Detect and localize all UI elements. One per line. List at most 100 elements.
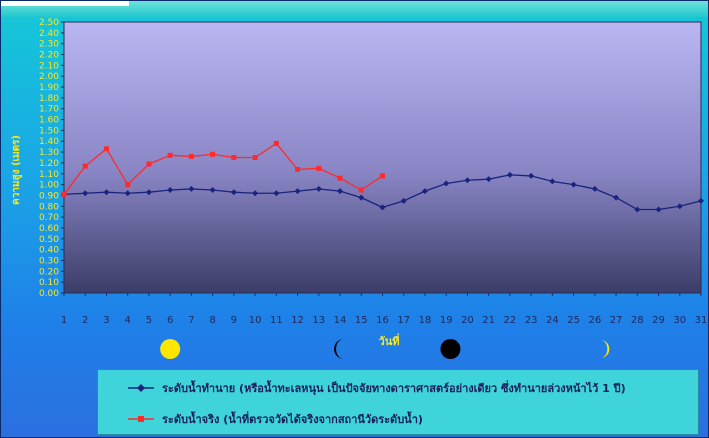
x-tick-label: 12: [291, 315, 304, 326]
data-point-actual: [125, 182, 131, 188]
y-tick-label: 0.30: [39, 256, 59, 266]
data-point-actual: [316, 165, 322, 171]
legend-entry-predicted: ระดับน้ำทำนาย (หรือน้ำทะเลหนุน เป็นปัจจั…: [128, 379, 626, 397]
data-point-predicted: [145, 189, 152, 196]
data-point-predicted: [464, 177, 471, 184]
data-point-actual: [273, 140, 279, 146]
moon-phases: [160, 339, 610, 359]
data-point-actual: [210, 151, 216, 157]
y-tick-label: 0.60: [39, 224, 59, 234]
data-point-predicted: [103, 189, 110, 196]
y-tick-label: 0.40: [39, 246, 59, 256]
data-point-predicted: [698, 197, 704, 204]
y-tick-label: 0.70: [39, 213, 59, 223]
x-tick-label: 3: [103, 315, 109, 326]
x-tick-label: 24: [546, 315, 559, 326]
x-tick-label: 26: [588, 315, 601, 326]
y-tick-label: 2.20: [39, 51, 59, 61]
data-point-predicted: [124, 190, 131, 197]
x-tick-label: 28: [631, 315, 644, 326]
y-tick-label: 0.80: [39, 202, 59, 212]
data-point-actual: [337, 175, 343, 181]
data-point-actual: [146, 161, 152, 167]
data-point-actual: [231, 155, 237, 160]
y-tick-label: 1.70: [39, 105, 59, 115]
x-tick-label: 22: [504, 315, 517, 326]
x-tick-label: 27: [610, 315, 623, 326]
top-corner-label: [1, 1, 129, 6]
data-point-predicted: [167, 187, 174, 194]
data-point-predicted: [315, 185, 322, 192]
top-band: [1, 1, 708, 17]
x-tick-label: 23: [525, 315, 538, 326]
data-point-predicted: [676, 203, 683, 210]
data-point-predicted: [443, 180, 450, 187]
y-tick-label: 1.60: [39, 116, 59, 126]
data-point-predicted: [421, 188, 428, 195]
data-point-predicted: [337, 188, 344, 195]
y-tick-label: 1.50: [39, 126, 59, 136]
y-tick-label: 0.50: [39, 235, 59, 245]
data-point-predicted: [655, 206, 662, 213]
data-point-predicted: [528, 172, 535, 179]
x-tick-label: 18: [419, 315, 432, 326]
data-point-actual: [252, 155, 258, 160]
y-tick-label: 1.10: [39, 170, 59, 180]
data-point-actual: [167, 152, 173, 158]
x-tick-label: 30: [673, 315, 686, 326]
legend-label-predicted: ระดับน้ำทำนาย (หรือน้ำทะเลหนุน เป็นปัจจั…: [162, 382, 626, 395]
x-tick-label: 9: [231, 315, 237, 326]
x-tick-label: 7: [188, 315, 194, 326]
x-tick-label: 10: [249, 315, 262, 326]
data-point-predicted: [549, 178, 556, 185]
data-point-predicted: [273, 190, 280, 197]
y-tick-label: 1.40: [39, 137, 59, 147]
data-point-predicted: [358, 194, 365, 201]
data-point-predicted: [294, 188, 301, 195]
data-point-predicted: [613, 194, 620, 201]
x-tick-label: 16: [376, 315, 389, 326]
legend-label-actual: ระดับน้ำจริง (น้ำที่ตรวจวัดได้จริงจากสถา…: [162, 413, 423, 426]
y-tick-label: 2.00: [39, 72, 59, 82]
y-tick-label: 1.00: [39, 181, 59, 191]
x-tick-label: 5: [146, 315, 152, 326]
series-line-actual: [63, 142, 383, 195]
x-axis-label: วันที่: [378, 335, 400, 348]
x-tick-label: 6: [167, 315, 173, 326]
y-tick-label: 2.30: [39, 40, 59, 50]
plot-area: [63, 21, 702, 294]
full-moon-icon: [160, 339, 181, 359]
x-tick-label: 21: [482, 315, 495, 326]
y-tick-label: 0.10: [39, 278, 59, 288]
y-tick-label: 0.20: [39, 267, 59, 277]
data-point-actual: [188, 153, 194, 159]
data-point-predicted: [591, 185, 598, 192]
y-tick-label: 0.90: [39, 191, 59, 201]
data-point-predicted: [570, 181, 577, 188]
x-tick-label: 2: [82, 315, 88, 326]
data-point-predicted: [485, 176, 492, 183]
data-point-actual: [61, 191, 67, 197]
data-point-predicted: [379, 204, 386, 211]
y-tick-label: 0.00: [39, 289, 59, 299]
data-point-predicted: [82, 190, 89, 197]
data-point-actual: [295, 166, 301, 172]
data-point-predicted: [252, 190, 259, 197]
first-quarter-moon-icon: [600, 340, 610, 358]
x-tick-label: 20: [461, 315, 474, 326]
last-quarter-moon-icon: [334, 339, 345, 359]
x-tick-label: 11: [270, 315, 283, 326]
legend-entry-actual: ระดับน้ำจริง (น้ำที่ตรวจวัดได้จริงจากสถา…: [128, 410, 423, 428]
data-point-predicted: [188, 185, 195, 192]
y-tick-label: 2.10: [39, 61, 59, 71]
x-tick-label: 25: [567, 315, 580, 326]
x-tick-label: 29: [652, 315, 665, 326]
data-point-actual: [358, 187, 364, 193]
legend-swatch-predicted: [128, 384, 154, 392]
data-point-predicted: [634, 206, 641, 213]
data-point-actual: [380, 173, 385, 179]
y-tick-label: 1.90: [39, 83, 59, 93]
data-point-actual: [82, 163, 88, 169]
